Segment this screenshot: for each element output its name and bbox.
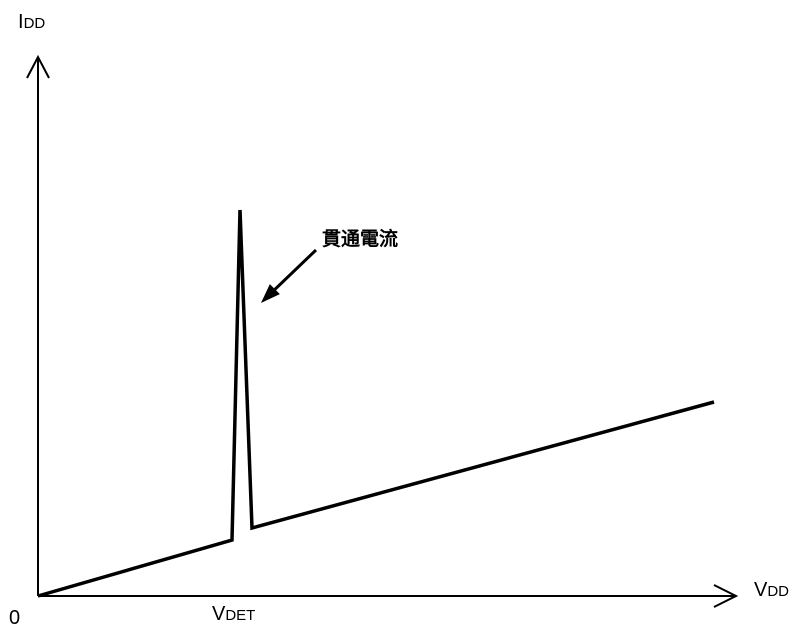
annotation-arrow-line [266, 248, 318, 298]
through-current-annotation: 貫通電流 [322, 228, 399, 250]
vdet-label-main: V [212, 603, 226, 625]
y-axis-arrowhead [26, 54, 50, 79]
annotation-arrowhead [260, 284, 280, 304]
vdet-label: VDET [212, 604, 255, 624]
vdet-label-subscript: DET [225, 607, 256, 624]
current-curve [37, 209, 715, 598]
y-axis-label: IDD [18, 12, 45, 32]
x-axis-label-main: V [754, 579, 768, 601]
x-axis-arrowhead [713, 584, 739, 608]
y-axis-label-main: I [18, 11, 24, 33]
y-axis-label-subscript: DD [23, 15, 46, 32]
x-axis-label-subscript: DD [767, 583, 790, 600]
origin-label: 0 [9, 607, 21, 629]
x-axis-label: VDD [754, 580, 789, 600]
